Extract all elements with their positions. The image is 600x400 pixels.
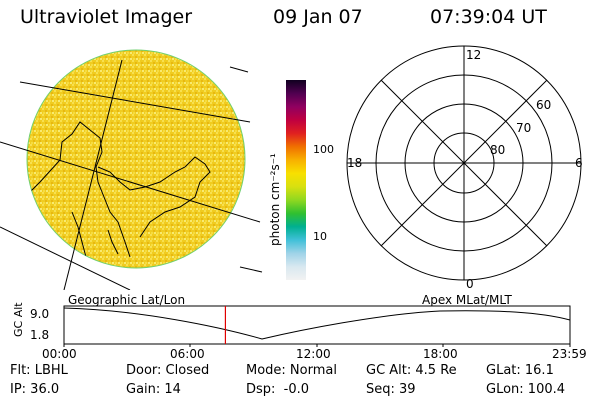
info-mode: Mode: Normal xyxy=(246,363,337,378)
time-tick-4: 23:59 xyxy=(552,347,587,361)
info-ip: IP: 36.0 xyxy=(10,382,60,397)
time-tick-1: 06:00 xyxy=(170,347,205,361)
info-gc-alt: GC Alt: 4.5 Re xyxy=(366,363,457,378)
timeline-frame xyxy=(63,305,571,345)
colorbar-unit-label: photon cm⁻²s⁻¹ xyxy=(268,153,282,246)
date-label: 09 Jan 07 xyxy=(273,6,363,28)
mlat-label-60: 60 xyxy=(536,98,551,112)
info-glat: GLat: 16.1 xyxy=(486,363,554,378)
uv-earth-image xyxy=(0,49,263,290)
timeline-panel: Geographic Lat/Lon Apex MLat/MLT GC Alt … xyxy=(12,293,587,361)
colorbar xyxy=(286,80,306,280)
timeline-ytick-high: 9.0 xyxy=(30,307,49,321)
timeline-axis-title: GC Alt xyxy=(12,302,25,337)
timeline-ytick-low: 1.8 xyxy=(30,328,49,342)
info-filter: Flt: LBHL xyxy=(10,363,68,378)
info-door: Door: Closed xyxy=(126,363,210,378)
timeline-left-label: Geographic Lat/Lon xyxy=(68,293,185,307)
info-gain: Gain: 14 xyxy=(126,382,181,397)
mlt-label-6: 6 xyxy=(575,156,583,170)
colorbar-tick-10: 10 xyxy=(313,230,327,243)
mlt-label-0: 0 xyxy=(466,277,474,291)
time-tick-0: 00:00 xyxy=(42,347,77,361)
mlat-label-80: 80 xyxy=(490,143,505,157)
time-tick-2: 12:00 xyxy=(296,347,331,361)
earth-disk xyxy=(26,49,246,269)
mlt-label-12: 12 xyxy=(466,48,481,62)
polar-mlt-plot: 12 18 6 0 60 70 80 xyxy=(346,45,583,291)
info-dsp: Dsp: -0.0 xyxy=(246,382,310,397)
time-tick-3: 18:00 xyxy=(423,347,458,361)
colorbar-unit-text: photon cm⁻²s⁻¹ xyxy=(268,153,282,246)
app-title: Ultraviolet Imager xyxy=(20,6,193,28)
altitude-curve xyxy=(63,307,571,340)
info-glon: GLon: 100.4 xyxy=(486,382,566,397)
mlt-label-18: 18 xyxy=(347,156,362,170)
time-label: 07:39:04 UT xyxy=(430,6,547,28)
info-seq: Seq: 39 xyxy=(366,382,416,397)
mlat-label-70: 70 xyxy=(516,121,531,135)
colorbar-tick-100: 100 xyxy=(313,143,334,156)
timeline-right-label: Apex MLat/MLT xyxy=(422,293,512,307)
